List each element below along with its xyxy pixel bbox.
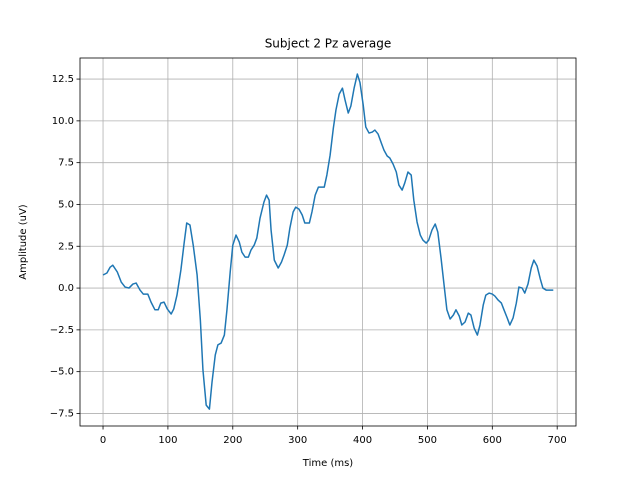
y-tick-label: 7.5: [58, 158, 74, 169]
y-tick-label: −2.5: [50, 325, 74, 336]
x-axis-label: Time (ms): [302, 458, 354, 469]
y-axis-label: Amplitude (uV): [18, 204, 29, 280]
x-tick-label: 500: [418, 435, 437, 446]
y-tick-label: 10.0: [52, 116, 74, 127]
y-tick-label: 2.5: [58, 241, 74, 252]
y-tick-label: 0.0: [58, 283, 74, 294]
x-tick-label: 0: [100, 435, 106, 446]
y-tick-label: −5.0: [50, 367, 74, 378]
y-tick-label: −7.5: [50, 408, 74, 419]
x-tick-label: 100: [158, 435, 177, 446]
y-tick-label: 5.0: [58, 199, 74, 210]
axes-frame: [79, 57, 577, 427]
data-line: [102, 73, 554, 410]
x-tick-label: 600: [483, 435, 502, 446]
x-tick-label: 300: [288, 435, 307, 446]
x-tick-label: 700: [548, 435, 567, 446]
x-tick-label: 400: [353, 435, 372, 446]
y-tick-label: 12.5: [52, 74, 74, 85]
chart-title: Subject 2 Pz average: [265, 37, 392, 51]
x-tick-label: 200: [223, 435, 242, 446]
